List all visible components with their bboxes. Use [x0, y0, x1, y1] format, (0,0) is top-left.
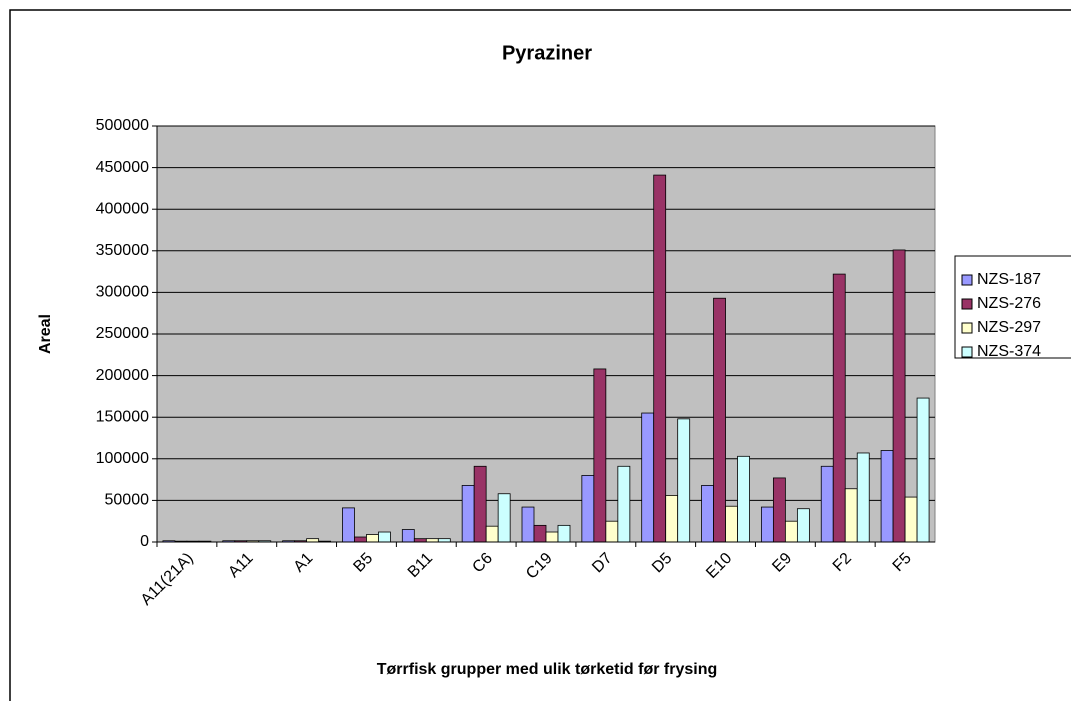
y-tick-label: 350000: [96, 242, 149, 259]
y-tick-label: 50000: [105, 492, 150, 509]
legend-label: NZS-187: [977, 271, 1041, 288]
bar: [880, 450, 894, 543]
bar: [653, 174, 667, 543]
legend-swatch: [961, 298, 973, 310]
bar: [737, 455, 750, 543]
bar: [617, 465, 631, 543]
bar: [784, 520, 798, 543]
y-tick-label: 400000: [96, 200, 149, 217]
bar: [342, 507, 355, 543]
bar: [378, 531, 391, 543]
legend-swatch: [961, 274, 973, 286]
bar: [581, 475, 595, 543]
bar: [497, 493, 511, 543]
y-tick-label: 0: [140, 533, 149, 550]
bar: [820, 465, 834, 543]
bar: [892, 249, 906, 543]
legend-box: [954, 255, 1071, 359]
bar: [366, 534, 379, 543]
bar: [701, 485, 714, 543]
bar: [593, 368, 607, 543]
y-tick-label: 200000: [96, 367, 149, 384]
legend-label: NZS-297: [977, 319, 1041, 336]
bar: [832, 273, 846, 543]
bar: [904, 496, 918, 543]
y-tick-label: 450000: [96, 159, 149, 176]
y-tick-label: 100000: [96, 450, 149, 467]
legend-label: NZS-374: [977, 343, 1041, 360]
bar: [354, 536, 367, 543]
bar: [461, 485, 475, 543]
bar: [545, 531, 559, 543]
y-tick-label: 250000: [96, 325, 149, 342]
bar: [401, 529, 415, 543]
bar: [796, 508, 810, 543]
y-tick-label: 150000: [96, 408, 149, 425]
bar: [557, 524, 571, 543]
bar: [772, 477, 786, 543]
y-tick-label: 500000: [96, 117, 149, 134]
bar: [844, 488, 858, 543]
bar: [760, 506, 774, 543]
bar: [473, 465, 487, 543]
y-tick-label: 300000: [96, 284, 149, 301]
bar: [533, 524, 547, 543]
bar: [521, 506, 535, 543]
bar: [916, 397, 930, 543]
bar: [856, 452, 870, 543]
bar: [485, 525, 499, 543]
legend-swatch: [961, 346, 973, 358]
y-axis-label: Areal: [37, 314, 54, 354]
chart-title: Pyraziner: [502, 42, 592, 64]
bar: [725, 505, 738, 543]
bar: [665, 495, 679, 543]
bar: [677, 418, 691, 543]
legend-swatch: [961, 322, 973, 334]
bar: [605, 520, 619, 543]
bar: [641, 412, 655, 543]
bar: [713, 297, 726, 543]
x-axis-label: Tørrfisk grupper med ulik tørketid før f…: [377, 661, 718, 678]
legend-label: NZS-276: [977, 295, 1041, 312]
